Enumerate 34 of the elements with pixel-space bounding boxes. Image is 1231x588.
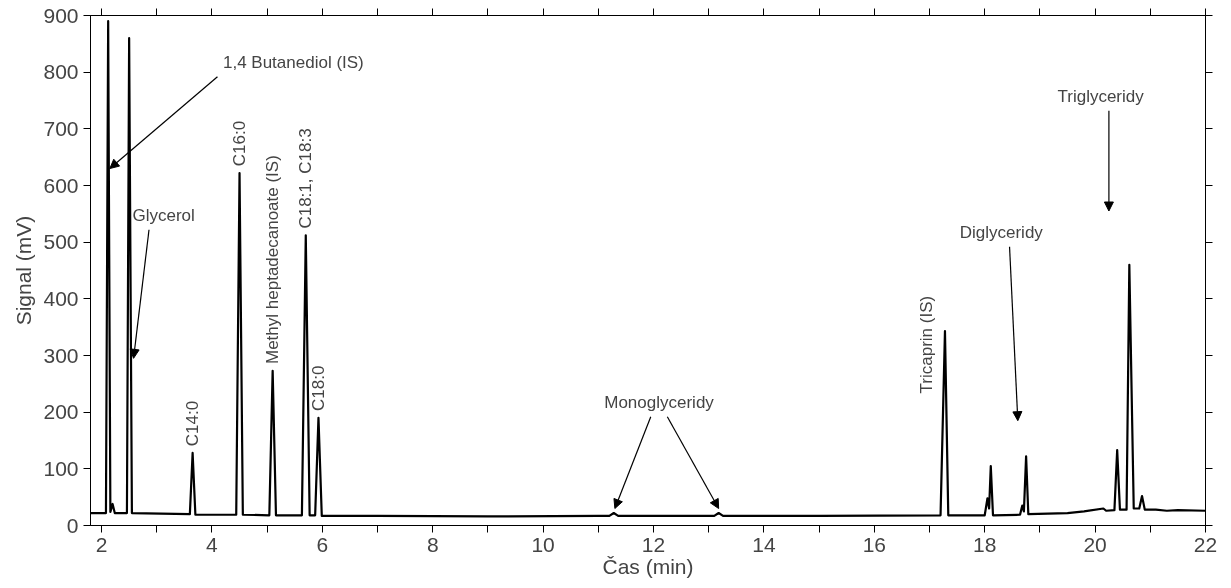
- annotation: C18:0: [308, 365, 328, 412]
- annotation: 1,4 Butanediol (IS): [222, 53, 364, 73]
- y-tick-label: 400: [43, 286, 79, 310]
- x-tick-label: 14: [752, 532, 776, 556]
- x-tick-label: 6: [316, 532, 329, 556]
- x-tick-label: 18: [973, 532, 997, 556]
- annotation: Glycerol: [132, 206, 195, 226]
- annotation: Methyl heptadecanoate (IS): [263, 155, 283, 364]
- x-tick-label: 22: [1193, 532, 1218, 556]
- annotation: Tricaprin (IS): [917, 295, 937, 394]
- y-tick-label: 300: [43, 343, 79, 367]
- x-tick-label: 4: [206, 532, 219, 556]
- y-tick-label: 100: [43, 456, 79, 480]
- y-tick-label: 700: [43, 116, 79, 140]
- y-tick-label: 600: [43, 173, 79, 197]
- x-tick-label: 20: [1083, 532, 1107, 556]
- y-tick-label: 900: [43, 3, 79, 27]
- y-axis-title: Signal (mV): [12, 215, 36, 326]
- x-tick-label: 10: [531, 532, 555, 556]
- x-tick-label: 8: [426, 532, 439, 556]
- annotation: Triglyceridy: [1057, 87, 1145, 107]
- y-tick-label: 800: [43, 60, 79, 84]
- x-tick-label: 16: [862, 532, 886, 556]
- annotation: C18:1, C18:3: [296, 128, 316, 229]
- y-tick-label: 500: [43, 230, 79, 254]
- x-axis-title: Čas (min): [602, 554, 694, 578]
- y-tick-label: 200: [43, 400, 79, 424]
- annotation: Monoglyceridy: [604, 393, 715, 413]
- annotation: C16:0: [230, 120, 250, 167]
- annotation: C14:0: [183, 400, 203, 447]
- x-tick-label: 12: [641, 532, 666, 556]
- x-tick-label: 2: [95, 532, 108, 556]
- annotation: Diglyceridy: [959, 223, 1044, 243]
- y-tick-label: 0: [66, 513, 79, 537]
